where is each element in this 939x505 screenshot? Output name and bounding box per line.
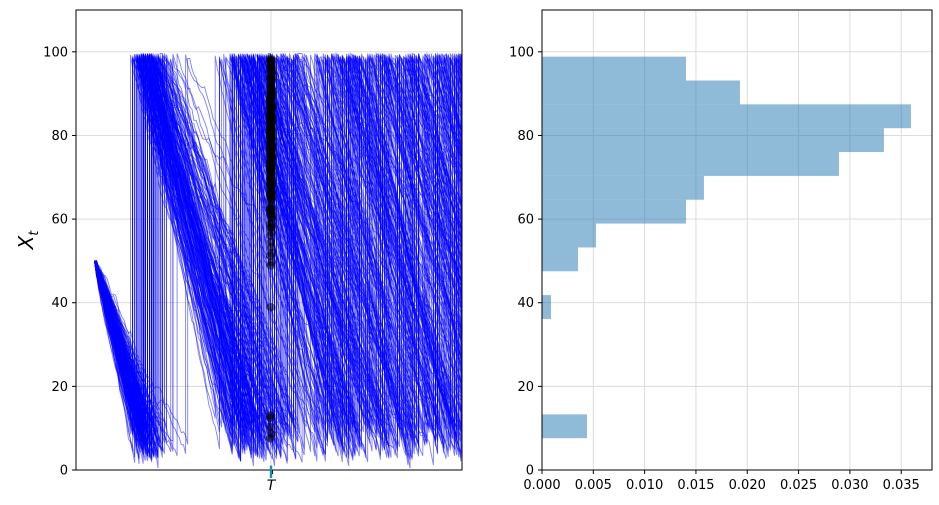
histogram-tick-labels: 0 20 40 60 80 100 0.000 0.005 0.010 0.015 0.020 0.0… (509, 45, 920, 493)
y-axis-label: Xt (14, 231, 42, 250)
svg-text:100: 100 (43, 45, 68, 60)
svg-text:0: 0 (526, 464, 534, 479)
svg-text:100: 100 (509, 45, 534, 60)
svg-text:40: 40 (51, 296, 68, 311)
trajectory-plot-axes (72, 9, 463, 478)
svg-text:0.035: 0.035 (883, 478, 920, 493)
samples-at-T-scatter (265, 54, 277, 443)
svg-text:0: 0 (60, 464, 68, 479)
svg-text:0.025: 0.025 (780, 478, 817, 493)
svg-text:20: 20 (517, 380, 534, 395)
svg-text:0.000: 0.000 (523, 478, 560, 493)
svg-text:20: 20 (51, 380, 68, 395)
y-axis-label-subscript: t (27, 230, 42, 236)
trajectory-plot-tick-labels: 0 20 40 60 80 100 T (43, 45, 277, 494)
histogram-bars (542, 56, 911, 439)
svg-text:0.005: 0.005 (575, 478, 612, 493)
svg-text:60: 60 (51, 213, 68, 228)
svg-text:0.030: 0.030 (831, 478, 868, 493)
svg-text:40: 40 (517, 296, 534, 311)
y-axis-label-main: X (14, 235, 38, 250)
histogram-axes (538, 9, 933, 474)
svg-text:T: T (267, 478, 277, 494)
svg-text:80: 80 (51, 129, 68, 144)
svg-text:80: 80 (517, 129, 534, 144)
trajectory-lines (94, 52, 462, 469)
svg-text:0.020: 0.020 (729, 478, 766, 493)
svg-text:0.015: 0.015 (677, 478, 714, 493)
svg-text:60: 60 (517, 213, 534, 228)
svg-text:0.010: 0.010 (626, 478, 663, 493)
